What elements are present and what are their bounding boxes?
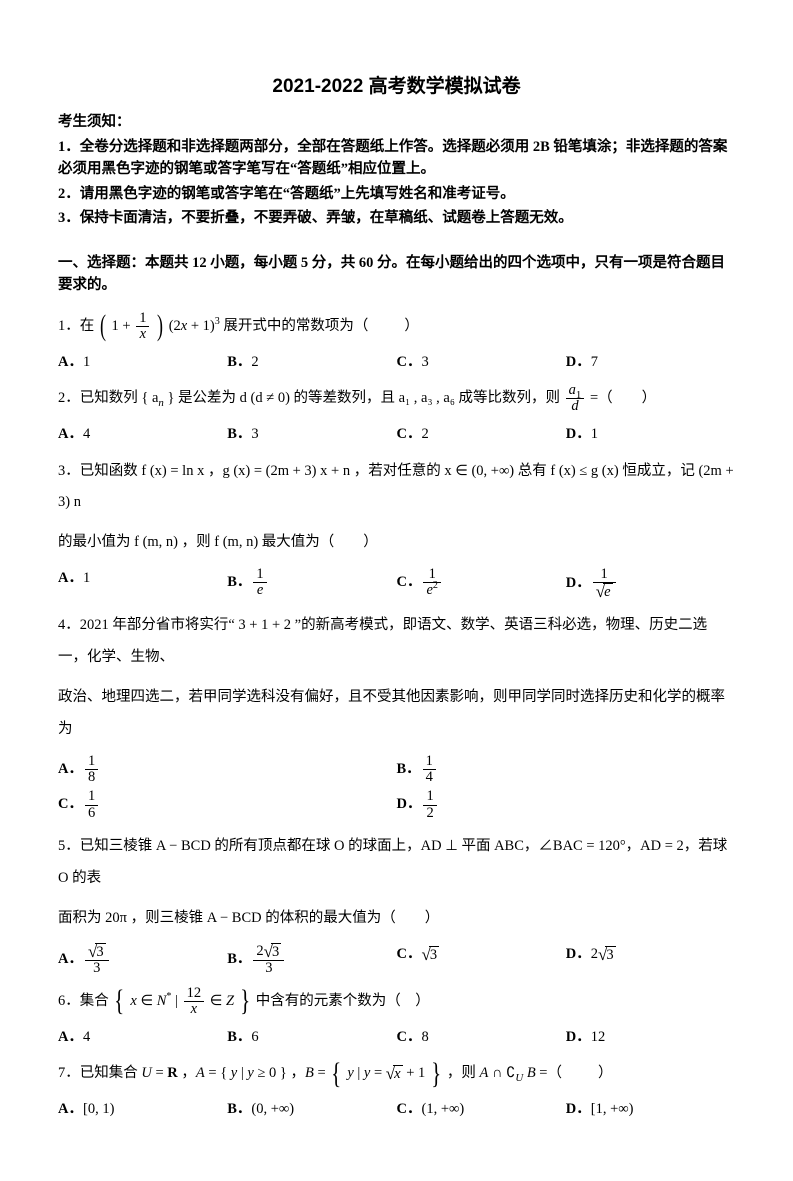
frac-one-over-x: 1x [136, 311, 149, 342]
instr-3: 3．保持卡面清洁，不要折叠，不要弄破、弄皱，在草稿纸、试题卷上答题无效。 [58, 207, 735, 229]
q3-opt-d: D．1√e [566, 567, 735, 600]
q6-mid: 中含有的元素个数为（ ） [256, 993, 430, 1009]
q3-opt-c: C．1e2 [397, 567, 566, 600]
section-1-head: 一、选择题：本题共 12 小题，每小题 5 分，共 60 分。在每小题给出的四个… [58, 252, 735, 297]
question-6: 6．集合 { x ∈ N* | 12x ∈ Z } 中含有的元素个数为（ ） [58, 986, 735, 1018]
q7-opt-d: D．[1, +∞) [566, 1098, 735, 1120]
q4-options-row1: A．18 B．14 [58, 754, 735, 785]
sqrt-x-icon: √x [386, 1065, 403, 1082]
q6-opt-a: A．4 [58, 1026, 227, 1048]
q2-c: =（ ） [590, 390, 656, 406]
question-4: 4．2021 年部分省市将实行“ 3 + 1 + 2 ”的新高考模式，即语文、数… [58, 610, 735, 746]
frac-a1-over-d: a1d [566, 383, 585, 414]
q5-opt-b: B．2√33 [227, 943, 396, 976]
q7-text: 7．已知集合 U = R ，A = { y | y ≥ 0 } ，B = [58, 1065, 329, 1081]
q1-opt-c: C．3 [397, 351, 566, 373]
q2-a: 2．已知数列 { a [58, 390, 158, 406]
q4-options-row2: C．16 D．12 [58, 789, 735, 820]
q6-opt-b: B．6 [227, 1026, 396, 1048]
q1-opt-a: A．1 [58, 351, 227, 373]
q2-opt-b: B．3 [227, 423, 396, 445]
instr-1: 1．全卷分选择题和非选择题两部分，全部在答题纸上作答。选择题必须用 2B 铅笔填… [58, 136, 735, 181]
instr-2: 2．请用黑色字迹的钢笔或答字笔在“答题纸”上先填写姓名和准考证号。 [58, 183, 735, 205]
q6-opt-c: C．8 [397, 1026, 566, 1048]
q1-opt-d: D．7 [566, 351, 735, 373]
lbrace-icon: { [115, 986, 125, 1016]
q5-line1: 5．已知三棱锥 A − BCD 的所有顶点都在球 O 的球面上，AD ⊥ 平面 … [58, 831, 735, 895]
q3-opt-a: A．1 [58, 567, 227, 600]
q4-line2: 政治、地理四选二，若甲同学选科没有偏好，且不受其他因素影响，则甲同学同时选择历史… [58, 682, 735, 746]
q7-options: A．[0, 1) B．(0, +∞) C．(1, +∞) D．[1, +∞) [58, 1098, 735, 1120]
q5-opt-c: C．√3 [397, 943, 566, 976]
q2-opt-c: C．2 [397, 423, 566, 445]
q5-line2: 面积为 20π ，则三棱锥 A − BCD 的体积的最大值为（ ） [58, 903, 735, 935]
q3-line2: 的最小值为 f (m, n) ，则 f (m, n) 最大值为（ ） [58, 527, 735, 559]
q6-pre: 6．集合 [58, 993, 112, 1009]
q5-opt-d: D．2√3 [566, 943, 735, 976]
question-7: 7．已知集合 U = R ，A = { y | y ≥ 0 } ，B = { y… [58, 1058, 735, 1090]
lbrace-icon: { [331, 1059, 341, 1089]
q4-opt-a: A．18 [58, 754, 397, 785]
page-title: 2021-2022 高考数学模拟试卷 [58, 72, 735, 101]
q1-options: A．1 B．2 C．3 D．7 [58, 351, 735, 373]
question-5: 5．已知三棱锥 A − BCD 的所有顶点都在球 O 的球面上，AD ⊥ 平面 … [58, 831, 735, 935]
q5-opt-a: A．√33 [58, 943, 227, 976]
q1-opt-b: B．2 [227, 351, 396, 373]
rbrace-icon: } [431, 1059, 441, 1089]
lparen-icon: ( [100, 311, 106, 341]
q4-opt-b: B．14 [397, 754, 736, 785]
q3-options: A．1 B．1e C．1e2 D．1√e [58, 567, 735, 600]
rbrace-icon: } [240, 986, 250, 1016]
rparen-icon: ) [157, 311, 163, 341]
question-3: 3．已知函数 f (x) = ln x ，g (x) = (2m + 3) x … [58, 456, 735, 560]
question-1: 1．在 ( 1 + 1x ) (2x + 1)3 展开式中的常数项为（） [58, 311, 735, 343]
q5-options: A．√33 B．2√33 C．√3 D．2√3 [58, 943, 735, 976]
q7-opt-c: C．(1, +∞) [397, 1098, 566, 1120]
q6-opt-d: D．12 [566, 1026, 735, 1048]
q4-opt-c: C．16 [58, 789, 397, 820]
q4-opt-d: D．12 [397, 789, 736, 820]
q2-opt-d: D．1 [566, 423, 735, 445]
q7-opt-b: B．(0, +∞) [227, 1098, 396, 1120]
frac-12-over-x: 12x [184, 986, 205, 1017]
q3-line1: 3．已知函数 f (x) = ln x ，g (x) = (2m + 3) x … [58, 456, 735, 520]
q6-options: A．4 B．6 C．8 D．12 [58, 1026, 735, 1048]
q1-pre: 1．在 [58, 318, 94, 334]
q2-options: A．4 B．3 C．2 D．1 [58, 423, 735, 445]
q7-opt-a: A．[0, 1) [58, 1098, 227, 1120]
q3-opt-b: B．1e [227, 567, 396, 600]
q2-b: } 是公差为 d (d ≠ 0) 的等差数列，且 a₁ , a₃ , a₆ 成等… [164, 390, 564, 406]
q2-opt-a: A．4 [58, 423, 227, 445]
q1-tail: (2x + 1)3 展开式中的常数项为（） [169, 318, 419, 334]
question-2: 2．已知数列 { an } 是公差为 d (d ≠ 0) 的等差数列，且 a₁ … [58, 383, 735, 415]
instr-head: 考生须知： [58, 111, 735, 133]
q4-line1: 4．2021 年部分省市将实行“ 3 + 1 + 2 ”的新高考模式，即语文、数… [58, 610, 735, 674]
q7-text2: ，则 A ∩ ∁U B =（） [447, 1065, 613, 1081]
